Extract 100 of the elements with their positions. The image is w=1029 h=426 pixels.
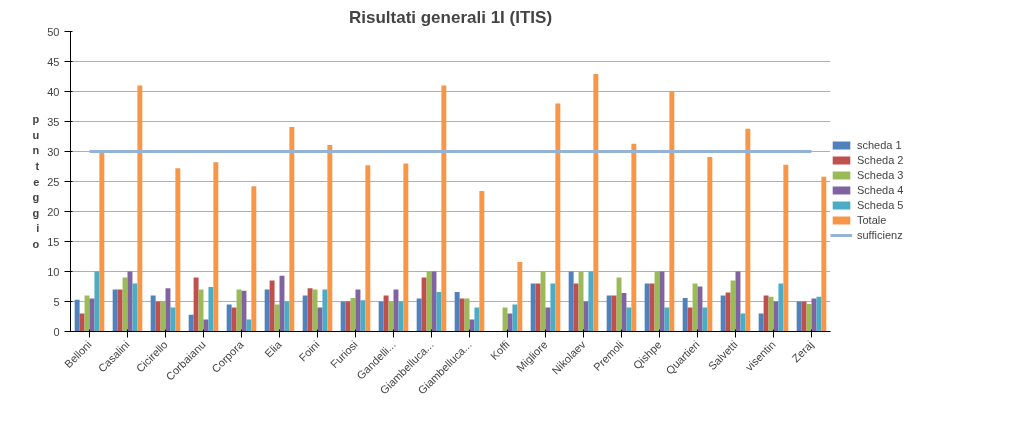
- bar: [284, 301, 290, 332]
- bar: [416, 298, 422, 332]
- bar: [644, 283, 650, 332]
- y-tick-label: 50: [47, 25, 60, 38]
- bar: [606, 295, 612, 332]
- bar: [512, 304, 518, 332]
- text: punteggio: [32, 113, 40, 250]
- bar: [758, 313, 764, 332]
- bar: [188, 314, 194, 332]
- bar: [117, 289, 123, 332]
- bar: [631, 143, 637, 332]
- bar: [160, 301, 166, 332]
- bar: [289, 126, 295, 332]
- bar: [327, 144, 333, 332]
- bar: [150, 295, 156, 332]
- bar: [269, 280, 275, 332]
- y-tick-label: 15: [47, 235, 60, 248]
- bar: [816, 296, 822, 332]
- bar: [611, 295, 617, 332]
- bar: [236, 289, 242, 332]
- bar: [687, 307, 693, 332]
- legend-label: Totale: [857, 214, 887, 226]
- bar: [436, 291, 442, 332]
- y-tick-label: 0: [53, 325, 60, 338]
- bar: [79, 313, 85, 332]
- bar: [707, 156, 713, 332]
- y-tick-label: 40: [47, 85, 60, 98]
- bar: [616, 277, 622, 332]
- legend-label: Scheda 3: [857, 169, 904, 181]
- bar: [682, 297, 688, 332]
- bar: [664, 307, 670, 332]
- bar: [155, 301, 161, 332]
- chart-title: Risultati generali 1I (ITIS): [348, 7, 553, 27]
- bar: [365, 165, 371, 332]
- bar: [626, 307, 632, 332]
- bar: [535, 283, 541, 332]
- bar: [517, 261, 523, 332]
- legend-label: Scheda 5: [857, 199, 904, 211]
- bar: [264, 289, 270, 332]
- bar: [137, 85, 143, 332]
- bar: [502, 307, 508, 332]
- bar: [246, 319, 252, 332]
- bar: [649, 283, 655, 332]
- bar: [426, 271, 432, 332]
- bar: [796, 301, 802, 332]
- bar: [692, 283, 698, 332]
- legend-label: scheda 1: [857, 139, 902, 151]
- bar: [302, 295, 308, 332]
- y-tick-label: 45: [47, 55, 60, 68]
- bar: [307, 288, 313, 332]
- bar: [274, 304, 280, 332]
- bar: [226, 304, 232, 332]
- y-tick-label: 25: [47, 175, 60, 188]
- bar: [730, 280, 736, 332]
- y-tick-label: 30: [47, 145, 60, 158]
- bar: [459, 298, 465, 332]
- bar: [702, 307, 708, 332]
- bar: [783, 164, 789, 332]
- bar: [530, 283, 536, 332]
- bar: [745, 128, 751, 332]
- bar: [340, 301, 346, 332]
- bar: [778, 283, 784, 332]
- bar: [654, 271, 660, 332]
- bar: [464, 298, 470, 332]
- bar: [198, 289, 204, 332]
- bar: [213, 162, 219, 332]
- bar: [550, 283, 556, 332]
- bar: [403, 163, 409, 332]
- bar: [573, 283, 579, 332]
- bar: [193, 277, 199, 332]
- bar: [388, 301, 394, 332]
- bar: [94, 271, 100, 332]
- bar: [360, 300, 366, 332]
- bar: [170, 307, 176, 332]
- bar: [383, 295, 389, 332]
- bar: [821, 176, 827, 332]
- bar: [801, 301, 807, 332]
- bar: [555, 103, 561, 332]
- y-tick-label: 5: [53, 295, 60, 308]
- bar: [350, 297, 356, 332]
- bar: [578, 271, 584, 332]
- bar: [568, 271, 574, 332]
- bar: [322, 289, 328, 332]
- bar: [669, 91, 675, 332]
- bar: [112, 289, 118, 332]
- bar: [398, 301, 404, 332]
- y-tick-label: 10: [47, 265, 60, 278]
- y-tick-label: 20: [47, 205, 60, 218]
- bar: [208, 287, 214, 332]
- bar: [806, 303, 812, 332]
- bar: [763, 295, 769, 332]
- x-tick-label: Elia: [262, 337, 285, 360]
- bar: [740, 313, 746, 332]
- bar: [378, 301, 384, 332]
- bar: [540, 271, 546, 332]
- bar: [588, 271, 594, 332]
- bar: [312, 289, 318, 332]
- legend-label: Scheda 4: [857, 184, 904, 196]
- y-tick-label: 35: [47, 115, 60, 128]
- bar: [454, 291, 460, 332]
